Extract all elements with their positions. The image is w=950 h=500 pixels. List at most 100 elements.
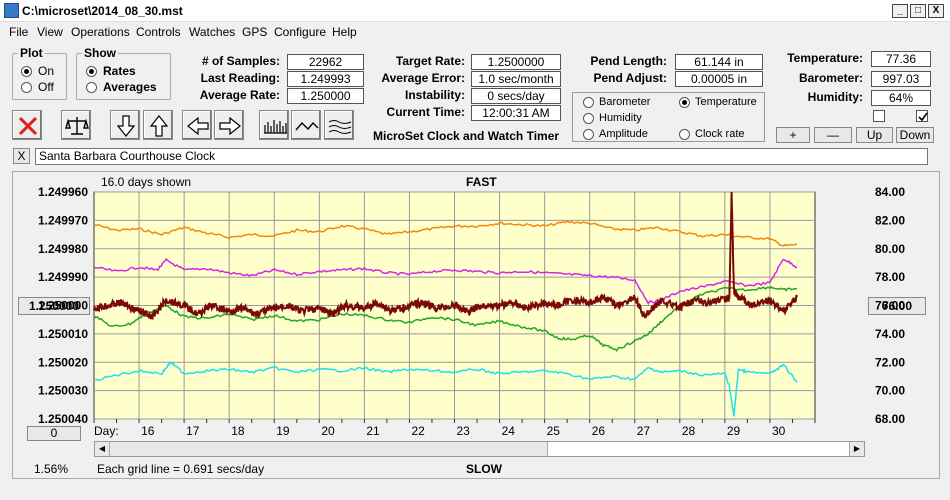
menu-controls[interactable]: Controls: [136, 25, 181, 39]
temperature-radio-label: Temperature: [695, 96, 757, 108]
humidity-label: Humidity:: [807, 90, 863, 104]
sensor-down-button[interactable]: Down: [896, 127, 934, 143]
menu-help[interactable]: Help: [332, 25, 357, 39]
sensor-minus-button[interactable]: —: [814, 127, 852, 143]
show-group: [76, 53, 171, 100]
y-left-tick-label: 1.250010: [38, 327, 88, 341]
offset-button[interactable]: 0: [27, 426, 81, 441]
y-left-tick-label: 1.250030: [38, 384, 88, 398]
maximize-button[interactable]: □: [910, 4, 926, 18]
checkbox-2[interactable]: [916, 110, 928, 122]
arrow-right-icon: [219, 116, 241, 136]
x-tick-label: 18: [231, 424, 245, 438]
checkmark-icon: [918, 112, 928, 122]
clock-name-close-button[interactable]: X: [13, 148, 30, 164]
y-right-tick-label: 84.00: [875, 185, 905, 199]
menu-view[interactable]: View: [37, 25, 63, 39]
series-rate: [93, 191, 798, 321]
average-rate-label: Average Rate:: [199, 88, 280, 102]
last-reading-label: Last Reading:: [200, 71, 280, 85]
slow-label: SLOW: [466, 462, 502, 476]
chart-scrollbar[interactable]: ◀ ▶: [94, 441, 865, 457]
target-rate-label: Target Rate:: [395, 54, 465, 68]
checkbox-1[interactable]: [873, 110, 885, 122]
title-bar: C:\microset\2014_08_30.mst _ □ X: [0, 0, 950, 22]
window-title: C:\microset\2014_08_30.mst: [22, 4, 183, 18]
x-tick-label: 17: [186, 424, 200, 438]
menu-operations[interactable]: Operations: [71, 25, 130, 39]
show-rates-radio[interactable]: [86, 66, 97, 77]
menu-bar: File View Operations Controls Watches GP…: [0, 22, 950, 42]
sensor-plus-button[interactable]: +: [776, 127, 810, 143]
scroll-right-arrow-icon[interactable]: ▶: [849, 442, 864, 456]
samples-field: 22962: [287, 54, 364, 70]
scroll-left-arrow-icon[interactable]: ◀: [95, 442, 110, 456]
show-averages-label: Averages: [103, 80, 157, 94]
move-down-button[interactable]: [110, 110, 140, 140]
clock-rate-radio[interactable]: [679, 129, 690, 140]
series-amplitude: [93, 360, 798, 417]
y-right-tick-label: 70.00: [875, 384, 905, 398]
temperature-radio[interactable]: [679, 97, 690, 108]
rate-cursor-button[interactable]: 1.250000: [18, 297, 90, 315]
x-tick-label: 16: [141, 424, 155, 438]
x-tick-label: 19: [276, 424, 290, 438]
minimize-button[interactable]: _: [892, 4, 908, 18]
sensor-up-button[interactable]: Up: [856, 127, 893, 143]
sensor-cursor-button[interactable]: 76.00: [868, 297, 926, 315]
pend-adjust-label: Pend Adjust:: [593, 71, 667, 85]
percent-label: 1.56%: [34, 462, 69, 476]
amplitude-radio[interactable]: [583, 129, 594, 140]
menu-file[interactable]: File: [9, 25, 29, 39]
current-time-field: 12:00:31 AM: [471, 105, 561, 121]
barometer-radio-label: Barometer: [599, 96, 651, 108]
stop-button[interactable]: [12, 110, 42, 140]
humidity-radio[interactable]: [583, 113, 594, 124]
menu-gps[interactable]: GPS: [242, 25, 268, 39]
scroll-right-button[interactable]: [214, 110, 244, 140]
barometer-radio[interactable]: [583, 97, 594, 108]
move-up-button[interactable]: [143, 110, 173, 140]
line-view-button[interactable]: [291, 110, 321, 140]
pend-adjust-field: 0.00005 in: [675, 71, 763, 87]
average-rate-field: 1.250000: [287, 88, 364, 104]
arrow-up-icon: [149, 115, 169, 137]
pend-length-label: Pend Length:: [590, 54, 667, 68]
y-left-tick-label: 1.250040: [38, 412, 88, 426]
close-button[interactable]: X: [928, 4, 944, 18]
y-right-tick-label: 78.00: [875, 270, 905, 284]
plot-off-label: Off: [38, 80, 54, 94]
app-icon: [4, 3, 19, 18]
x-tick-label: 24: [502, 424, 516, 438]
smooth-view-button[interactable]: [324, 110, 354, 140]
pend-length-field[interactable]: 61.144 in: [675, 54, 763, 70]
bars-view-button[interactable]: [259, 110, 289, 140]
x-tick-label: 23: [457, 424, 471, 438]
barometer-field: 997.03: [871, 71, 931, 87]
scrollbar-thumb[interactable]: [547, 442, 849, 456]
menu-watches[interactable]: Watches: [189, 25, 236, 39]
arrow-left-icon: [187, 116, 209, 136]
balance-button[interactable]: [61, 110, 91, 140]
menu-configure[interactable]: Configure: [274, 25, 327, 39]
app-name-label: MicroSet Clock and Watch Timer: [373, 129, 560, 143]
show-group-title: Show: [82, 46, 118, 60]
target-rate-field[interactable]: 1.2500000: [471, 54, 561, 70]
samples-label: # of Samples:: [201, 54, 280, 68]
clock-name-input[interactable]: Santa Barbara Courthouse Clock: [35, 148, 928, 165]
x-tick-label: 30: [772, 424, 786, 438]
average-error-field: 1.0 sec/month: [471, 71, 561, 87]
show-averages-radio[interactable]: [86, 82, 97, 93]
show-rates-label: Rates: [103, 64, 136, 78]
wave-icon: [328, 120, 352, 134]
plot-off-radio[interactable]: [21, 82, 32, 93]
scroll-left-button[interactable]: [182, 110, 212, 140]
sensor-select-box: [572, 92, 765, 142]
x-tick-label: 25: [547, 424, 561, 438]
days-shown-label: 16.0 days shown: [101, 175, 192, 189]
plot-on-radio[interactable]: [21, 66, 32, 77]
plot-on-label: On: [38, 64, 55, 78]
scale-icon: [65, 117, 89, 135]
average-error-label: Average Error:: [381, 71, 465, 85]
